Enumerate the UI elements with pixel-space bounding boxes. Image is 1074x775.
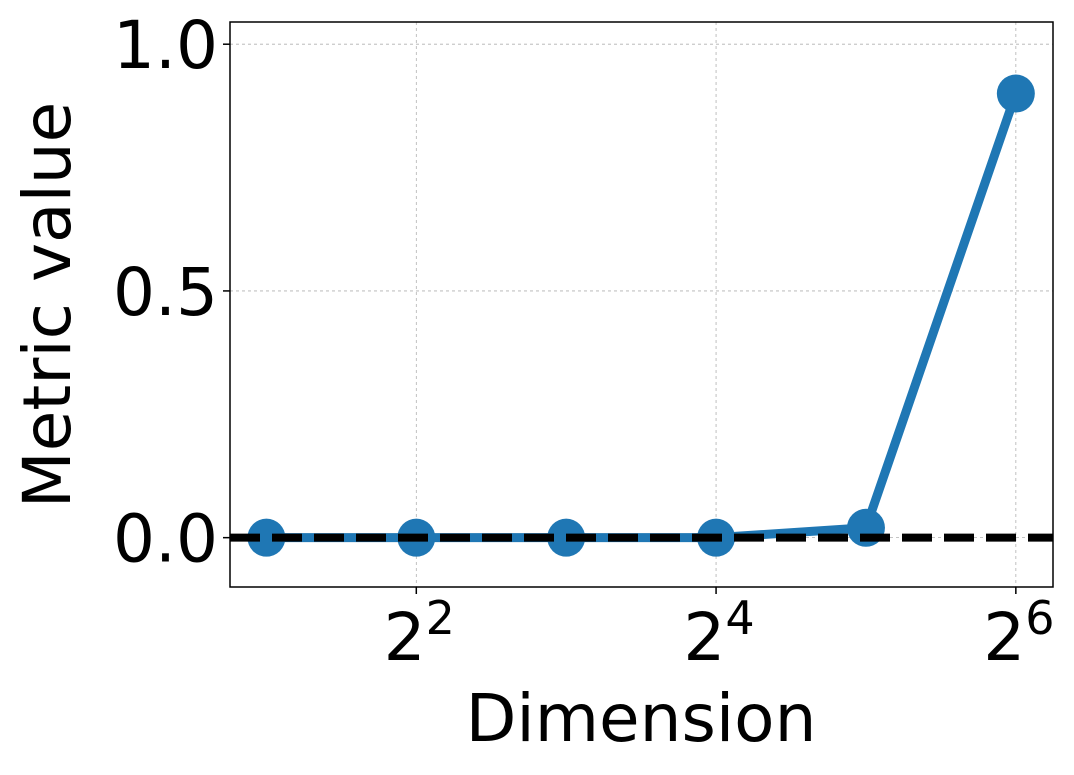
series-line — [266, 92, 1021, 543]
y-tick-label: 0.5 — [113, 254, 218, 331]
data-point — [996, 74, 1035, 113]
x-tick-label: 24 — [683, 591, 754, 676]
y-tick-label: 0.0 — [113, 501, 218, 578]
grid — [230, 22, 1053, 587]
ticks: 22 24 26 0.0 0.5 1.0 — [113, 7, 1054, 676]
plot-frame — [229, 21, 1054, 588]
data-point — [247, 518, 286, 557]
series-group — [247, 74, 1035, 557]
y-tick-label: 1.0 — [113, 7, 218, 84]
x-tick-label: 22 — [384, 591, 455, 676]
x-axis-label: Dimension — [466, 680, 817, 757]
y-axis-label: Metric value — [9, 102, 86, 508]
x-tick-label: 26 — [983, 591, 1054, 676]
